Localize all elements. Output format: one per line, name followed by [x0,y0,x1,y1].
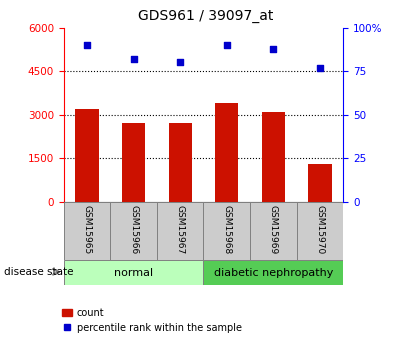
Bar [203,260,343,285]
Text: GSM15970: GSM15970 [315,205,324,254]
Bar [169,124,192,202]
Text: GSM15966: GSM15966 [129,205,138,254]
Point [316,65,323,70]
Legend: count, percentile rank within the sample: count, percentile rank within the sample [58,304,246,337]
Bar [110,202,157,260]
Bar [157,202,203,260]
Point [130,56,137,62]
Bar [122,124,145,202]
Point [270,46,277,51]
Bar [308,164,332,202]
Bar [203,202,250,260]
Bar [75,109,99,202]
Point [177,60,183,65]
Text: GDS961 / 39097_at: GDS961 / 39097_at [138,9,273,23]
Text: diabetic nephropathy: diabetic nephropathy [214,268,333,277]
Bar [250,202,297,260]
Point [224,42,230,48]
Point [84,42,90,48]
Text: GSM15968: GSM15968 [222,205,231,254]
Bar [262,112,285,202]
Text: normal: normal [114,268,153,277]
Text: disease state: disease state [4,267,74,277]
Text: GSM15967: GSM15967 [175,205,185,254]
Text: GSM15969: GSM15969 [269,205,278,254]
Bar [64,202,110,260]
Text: GSM15965: GSM15965 [83,205,92,254]
Bar [215,103,238,202]
Bar [64,260,203,285]
Bar [297,202,343,260]
